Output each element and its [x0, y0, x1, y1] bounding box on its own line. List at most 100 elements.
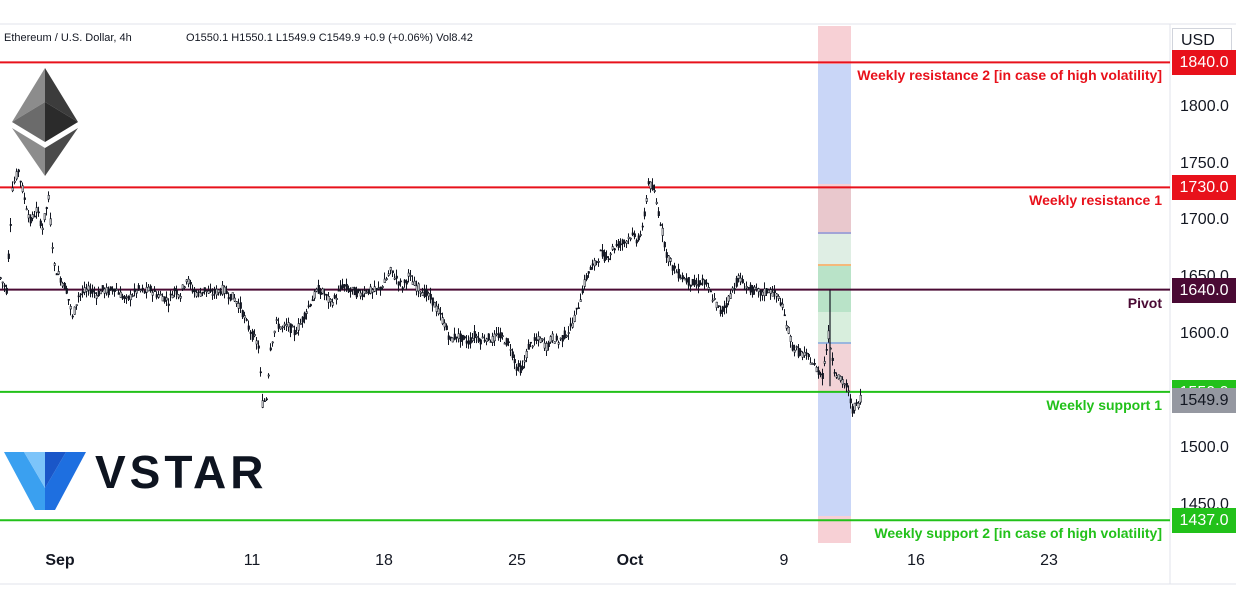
candle-body [559, 337, 562, 340]
candle-body [737, 275, 740, 279]
candle-body [311, 299, 314, 302]
candle-body [773, 289, 776, 294]
candle-body [211, 294, 214, 296]
candle-body [289, 323, 292, 334]
candle-body [355, 289, 358, 298]
candle-body [827, 330, 830, 340]
candle-body [55, 273, 58, 276]
candle-body [97, 290, 100, 297]
candle-body [857, 402, 860, 409]
candle-body [515, 366, 518, 371]
candle-body [793, 349, 796, 353]
candle-body [285, 324, 288, 327]
highlight-band-green-light [818, 312, 851, 344]
candle-body [181, 284, 184, 289]
candle-body [431, 297, 434, 306]
candle-body [505, 338, 508, 346]
price-tick-label: 1600.0 [1180, 325, 1229, 343]
candle-body [243, 315, 246, 319]
currency-selector[interactable]: USD [1172, 28, 1232, 52]
candle-body [587, 271, 590, 274]
candle-body [759, 289, 762, 296]
level-price-badge: 1640.0 [1172, 277, 1236, 303]
candle-body [745, 286, 748, 289]
candle-body [41, 227, 44, 231]
candle-body [301, 316, 304, 323]
candle-body [0, 277, 2, 279]
candle-body [575, 307, 578, 310]
candle-body [299, 323, 302, 325]
candle-body [13, 180, 16, 183]
candle-body [491, 336, 494, 343]
candle-body [135, 290, 138, 294]
candle-body [115, 288, 118, 291]
candle-body [265, 398, 268, 401]
candle-body [203, 287, 206, 292]
level-label: Weekly resistance 1 [1029, 192, 1162, 209]
candle-body [169, 293, 172, 296]
candle-body [767, 289, 770, 293]
candle-body [481, 336, 484, 339]
candle-body [511, 351, 514, 359]
candle-body [589, 266, 592, 271]
candle-body [555, 335, 558, 341]
candle-body [807, 354, 810, 358]
candle-body [833, 372, 836, 374]
candle-body [185, 279, 188, 283]
candle-body [17, 169, 20, 173]
candle-body [611, 246, 614, 250]
candle-body [487, 333, 490, 341]
candle-body [369, 286, 372, 294]
candle-body [585, 275, 588, 280]
price-tick-label: 1450.0 [1180, 495, 1229, 513]
candle-body [423, 288, 426, 298]
candle-body [801, 352, 804, 358]
candle-body [11, 187, 14, 192]
candle-body [219, 291, 222, 295]
candle-body [679, 277, 682, 280]
candle-body [847, 390, 850, 393]
candle-body [607, 258, 610, 261]
symbol-title: Ethereum / U.S. Dollar, 4h [4, 32, 132, 44]
candle-body [147, 286, 150, 292]
candle-body [151, 292, 154, 296]
candle-body [379, 286, 382, 291]
candle-body [413, 280, 416, 286]
candle-body [437, 308, 440, 315]
candle-body [133, 288, 136, 292]
candle-body [351, 286, 354, 290]
candle-body [259, 371, 262, 374]
candle-body [143, 290, 146, 294]
candle-body [467, 340, 470, 345]
candle-body [453, 333, 456, 340]
candle-body [79, 293, 82, 296]
candle-body [617, 241, 620, 248]
candle-body [525, 350, 528, 359]
candle-body [89, 289, 92, 294]
candle-body [267, 374, 270, 377]
candle-body [579, 299, 582, 302]
candle-body [749, 284, 752, 293]
candle-body [495, 333, 498, 336]
candle-body [671, 265, 674, 271]
candle-body [333, 295, 336, 299]
candle-body [229, 293, 232, 301]
candle-body [263, 400, 266, 402]
candle-body [839, 376, 842, 381]
candle-body [699, 282, 702, 286]
candle-body [359, 292, 362, 297]
candle-body [757, 288, 760, 293]
candle-body [441, 317, 444, 324]
candle-body [753, 286, 756, 290]
candle-body [859, 394, 862, 403]
candle-body [681, 275, 684, 280]
candle-body [489, 341, 492, 343]
candle-body [537, 336, 540, 341]
candle-body [53, 263, 56, 266]
candle-body [159, 293, 162, 296]
time-tick-label: 23 [1040, 552, 1058, 569]
candle-body [675, 271, 678, 274]
candle-body [15, 171, 18, 180]
candle-body [837, 374, 840, 380]
